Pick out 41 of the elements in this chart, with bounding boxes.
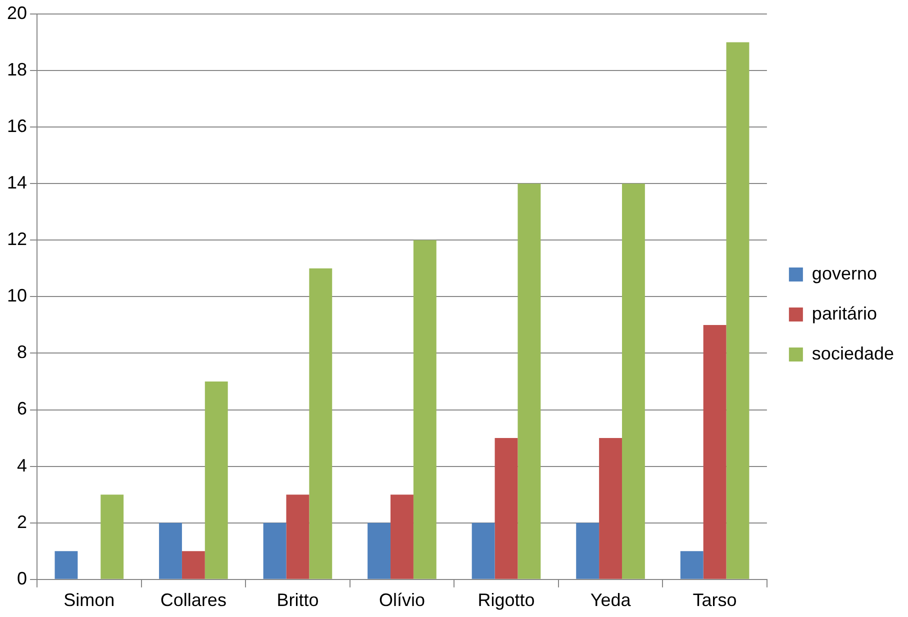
- bar: [680, 551, 704, 579]
- x-tick-label: Yeda: [590, 590, 632, 610]
- bar: [100, 494, 124, 579]
- bar: [599, 438, 622, 579]
- bar: [413, 240, 436, 579]
- y-tick-label: 20: [6, 2, 28, 23]
- y-tick-label: 4: [17, 455, 28, 476]
- y-tick-label: 18: [6, 60, 28, 80]
- x-tick-label: Olívio: [378, 590, 425, 610]
- legend-label: governo: [812, 263, 877, 284]
- bar: [159, 522, 182, 579]
- bar: [368, 522, 391, 579]
- x-tick-label: Rigotto: [478, 590, 535, 610]
- y-tick-label: 0: [17, 568, 28, 588]
- bar: [703, 324, 726, 579]
- y-tick-label: 12: [6, 229, 28, 250]
- legend-label: sociedade: [812, 343, 894, 364]
- bar: [286, 494, 310, 579]
- y-tick-label: 8: [17, 342, 28, 362]
- bar: [726, 42, 750, 579]
- bar: [204, 382, 228, 579]
- bar: [390, 494, 414, 579]
- x-tick-label: Tarso: [692, 590, 737, 610]
- bar: [472, 522, 495, 579]
- bar: [309, 268, 332, 579]
- y-tick-label: 14: [6, 172, 28, 193]
- bar: [54, 551, 78, 579]
- x-tick-label: Simon: [64, 590, 115, 610]
- bar: [518, 184, 541, 579]
- bar: [263, 522, 286, 579]
- bar: [182, 551, 205, 579]
- x-tick-label: Collares: [160, 590, 226, 610]
- y-tick-label: 16: [6, 116, 28, 136]
- bar: [576, 522, 600, 579]
- y-tick-label: 10: [6, 286, 28, 306]
- y-tick-label: 6: [17, 398, 28, 419]
- x-tick-label: Britto: [276, 590, 319, 610]
- legend-label: paritário: [812, 303, 877, 324]
- y-tick-label: 2: [17, 512, 28, 532]
- bar: [622, 184, 645, 579]
- bar: [494, 438, 518, 579]
